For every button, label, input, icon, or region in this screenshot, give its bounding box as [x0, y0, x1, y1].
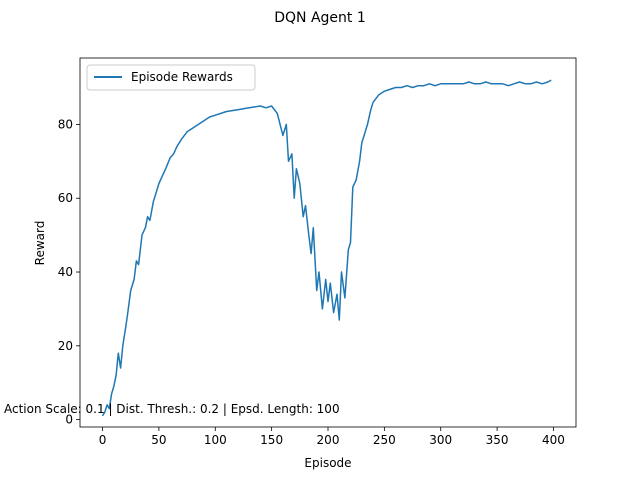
x-tick-label: 350 [486, 433, 509, 447]
x-tick-label: 400 [542, 433, 565, 447]
y-tick-label: 40 [58, 265, 73, 279]
x-tick-label: 300 [429, 433, 452, 447]
legend-label: Episode Rewards [131, 70, 233, 84]
x-tick-label: 100 [204, 433, 227, 447]
series-line-episode-rewards [101, 79, 552, 417]
x-tick-label: 250 [373, 433, 396, 447]
chart-annotation: Action Scale: 0.1 | Dist. Thresh.: 0.2 |… [4, 402, 340, 416]
x-axis-label: Episode [304, 456, 351, 470]
y-tick-label: 60 [58, 191, 73, 205]
x-tick-label: 200 [317, 433, 340, 447]
y-tick-label: 20 [58, 339, 73, 353]
x-tick-label: 50 [151, 433, 166, 447]
tick-layer: 0 50 100 150 200 250 300 350 400 0 20 40 60 80 [58, 117, 565, 447]
legend: Episode Rewards [86, 64, 256, 91]
y-tick-label: 80 [58, 117, 73, 131]
y-tick-label: 0 [65, 413, 73, 427]
chart-title: DQN Agent 1 [274, 10, 366, 26]
y-axis-label: Reward [33, 221, 47, 266]
axes-frame [79, 57, 577, 428]
plot-layer [101, 79, 552, 417]
legend-box [86, 64, 256, 91]
x-tick-label: 150 [260, 433, 283, 447]
x-tick-label: 0 [99, 433, 107, 447]
